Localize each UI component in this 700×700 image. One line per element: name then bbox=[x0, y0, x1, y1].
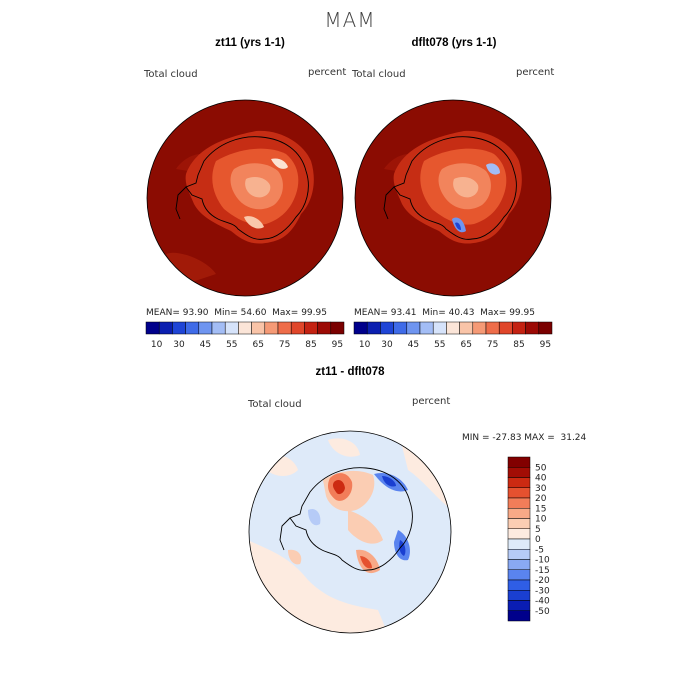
panel-2-colorbar-swatch bbox=[432, 321, 447, 335]
panel-1-colorbar-swatch bbox=[224, 321, 239, 335]
difference-colorbar-tick-label: -5 bbox=[535, 545, 544, 555]
difference-colorbar-tick-label: 0 bbox=[535, 535, 541, 545]
panel-1-colorbar-swatch bbox=[317, 321, 332, 335]
difference-units-label: percent bbox=[412, 396, 451, 407]
difference-colorbar-tick-label: -20 bbox=[535, 576, 550, 586]
panel-2-colorbar-tick-label: 65 bbox=[460, 340, 471, 350]
difference-colorbar-tick-label: -30 bbox=[535, 586, 550, 596]
panel-1-colorbar-swatch bbox=[198, 321, 213, 335]
panel-2-colorbar-tick-label: 10 bbox=[359, 340, 371, 350]
panel-1-colorbar-tick-label: 30 bbox=[173, 340, 185, 350]
panel-2-colorbar-swatch bbox=[380, 321, 394, 335]
difference-colorbar-swatch bbox=[507, 538, 531, 550]
difference-colorbar-swatch bbox=[507, 549, 531, 560]
panel-2-colorbar-tick-label: 75 bbox=[487, 340, 498, 350]
panel-2-colorbar-swatch bbox=[538, 321, 553, 335]
panel-2-colorbar-swatch bbox=[406, 321, 421, 335]
difference-colorbar-swatch bbox=[507, 508, 531, 519]
panel-1-colorbar-swatch bbox=[145, 321, 160, 335]
panel-1-colorbar-swatch bbox=[185, 321, 200, 335]
difference-colorbar-swatch bbox=[507, 590, 531, 601]
difference-colorbar-tick-label: 15 bbox=[535, 504, 546, 514]
panel-1-colorbar-swatch bbox=[290, 321, 305, 335]
difference-colorbar-tick-label: -10 bbox=[535, 556, 550, 566]
difference-colorbar-tick-label: -40 bbox=[535, 597, 550, 607]
difference-colorbar-tick-label: -15 bbox=[535, 566, 550, 576]
panel-2-colorbar-tick-label: 95 bbox=[540, 340, 551, 350]
difference-colorbar-tick-label: 20 bbox=[535, 494, 547, 504]
panel-2-colorbar-swatch bbox=[446, 321, 460, 335]
difference-colorbar-swatch bbox=[507, 518, 531, 529]
difference-colorbar-swatch bbox=[507, 497, 531, 509]
panel-1-colorbar-swatch bbox=[264, 321, 279, 335]
panel-1-title: zt11 (yrs 1-1) bbox=[215, 37, 285, 49]
panel-2-colorbar-tick-label: 85 bbox=[513, 340, 524, 350]
panel-1-colorbar-swatch bbox=[277, 321, 292, 335]
panel-2-polar-map bbox=[354, 99, 552, 297]
panel-2-colorbar-tick-label: 30 bbox=[381, 340, 393, 350]
panel-2-colorbar-swatch bbox=[353, 321, 368, 335]
difference-colorbar-tick-label: 40 bbox=[535, 474, 547, 484]
panel-1-colorbar-tick-label: 55 bbox=[226, 340, 237, 350]
panel-2-colorbar-swatch bbox=[459, 321, 474, 335]
difference-minmax: MIN = -27.83 MAX = 31.24 bbox=[462, 433, 587, 443]
difference-colorbar-swatch bbox=[507, 600, 531, 611]
panel-1-colorbar-tick-label: 75 bbox=[279, 340, 290, 350]
panel-1-colorbar-swatch bbox=[211, 321, 226, 335]
difference-colorbar-swatch bbox=[507, 569, 531, 581]
panel-2-colorbar-swatch bbox=[525, 321, 540, 335]
difference-colorbar-swatch bbox=[507, 559, 531, 570]
panel-1-colorbar-swatch bbox=[158, 321, 173, 335]
panel-2-field-label: Total cloud bbox=[352, 69, 406, 80]
difference-colorbar-tick-label: 50 bbox=[535, 463, 547, 473]
panel-1-colorbar-swatch bbox=[238, 321, 252, 335]
difference-colorbar-swatch bbox=[507, 610, 531, 622]
panel-1-colorbar-swatch bbox=[330, 321, 345, 335]
panel-2-colorbar-swatch bbox=[366, 321, 381, 335]
panel-1-stats: MEAN= 93.90 Min= 54.60 Max= 99.95 bbox=[146, 308, 327, 318]
difference-colorbar-swatch bbox=[507, 528, 531, 540]
panel-1-polar-map bbox=[146, 99, 344, 297]
difference-field-label: Total cloud bbox=[248, 399, 302, 410]
difference-colorbar-swatch bbox=[507, 456, 531, 468]
panel-2-colorbar-tick-label: 55 bbox=[434, 340, 445, 350]
panel-1-colorbar-swatch bbox=[172, 321, 186, 335]
panel-1-colorbar-tick-label: 95 bbox=[332, 340, 343, 350]
panel-1-colorbar-tick-label: 10 bbox=[151, 340, 163, 350]
panel-1-colorbar-swatch bbox=[251, 321, 266, 335]
difference-colorbar-swatch bbox=[507, 487, 531, 499]
difference-colorbar-tick-label: 10 bbox=[535, 515, 547, 525]
panel-1-colorbar: 10 30 45 55 65 75 85 95 bbox=[145, 321, 345, 350]
panel-1-units-label: percent bbox=[308, 67, 347, 78]
panel-1-colorbar-tick-label: 85 bbox=[305, 340, 316, 350]
panel-2-title: dflt078 (yrs 1-1) bbox=[411, 37, 497, 49]
difference-polar-map bbox=[248, 430, 452, 634]
panel-2-colorbar-swatch bbox=[485, 321, 500, 335]
panel-1-colorbar-swatch bbox=[304, 321, 318, 335]
difference-colorbar-tick-label: 30 bbox=[535, 484, 547, 494]
difference-colorbar-tick-label: -50 bbox=[535, 607, 550, 617]
panel-2-colorbar-swatch bbox=[472, 321, 487, 335]
panel-1-colorbar-tick-label: 45 bbox=[200, 340, 211, 350]
figure-title: MAM bbox=[324, 8, 376, 32]
difference-title: zt11 - dflt078 bbox=[315, 366, 385, 378]
panel-2-colorbar-swatch bbox=[419, 321, 434, 335]
panel-2-stats: MEAN= 93.41 Min= 40.43 Max= 99.95 bbox=[354, 308, 535, 318]
panel-2-colorbar-swatch bbox=[512, 321, 526, 335]
difference-colorbar-tick-label: 5 bbox=[535, 525, 541, 535]
panel-2-units-label: percent bbox=[516, 67, 555, 78]
panel-2-colorbar: 10 30 45 55 65 75 85 95 bbox=[353, 321, 553, 350]
difference-colorbar-swatch bbox=[507, 579, 531, 591]
difference-colorbar-swatch bbox=[507, 477, 531, 488]
panel-2-colorbar-swatch bbox=[498, 321, 513, 335]
panel-1-colorbar-tick-label: 65 bbox=[252, 340, 263, 350]
panel-2-colorbar-swatch bbox=[393, 321, 408, 335]
difference-colorbar-swatch bbox=[507, 467, 531, 478]
panel-1-field-label: Total cloud bbox=[144, 69, 198, 80]
panel-2-colorbar-tick-label: 45 bbox=[408, 340, 419, 350]
